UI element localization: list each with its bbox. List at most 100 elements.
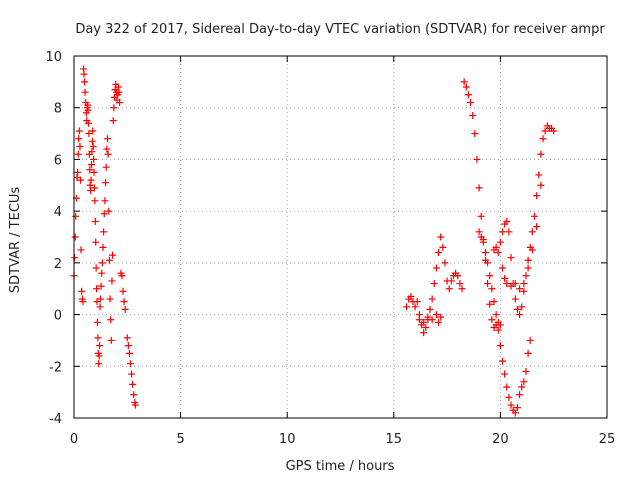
data-point bbox=[71, 254, 79, 262]
data-point bbox=[533, 223, 541, 231]
data-point bbox=[74, 150, 82, 158]
data-point bbox=[437, 313, 445, 321]
data-point bbox=[424, 313, 432, 321]
grid bbox=[74, 56, 607, 418]
data-point bbox=[535, 171, 543, 179]
data-point bbox=[91, 217, 99, 225]
data-point bbox=[103, 135, 111, 143]
data-point bbox=[511, 409, 519, 417]
data-point bbox=[86, 166, 94, 174]
data-point bbox=[499, 228, 507, 236]
x-axis-label: GPS time / hours bbox=[286, 459, 395, 474]
data-point bbox=[76, 143, 84, 150]
data-point bbox=[520, 280, 528, 288]
data-point bbox=[129, 380, 137, 388]
data-point bbox=[79, 298, 87, 306]
chart-title: Day 322 of 2017, Sidereal Day-to-day VTE… bbox=[75, 22, 605, 37]
data-point bbox=[84, 106, 92, 114]
data-point bbox=[81, 88, 89, 96]
data-point bbox=[494, 249, 502, 257]
data-point bbox=[428, 316, 436, 324]
y-tick-label: -2 bbox=[49, 360, 62, 375]
data-point bbox=[407, 292, 415, 300]
data-point bbox=[528, 228, 536, 236]
plot-frame bbox=[73, 55, 608, 419]
data-point bbox=[484, 259, 492, 267]
data-point bbox=[95, 352, 103, 360]
y-tick-label: 8 bbox=[54, 102, 62, 117]
data-point bbox=[105, 256, 113, 264]
data-point bbox=[103, 145, 111, 153]
data-point bbox=[496, 342, 504, 350]
data-point bbox=[88, 148, 96, 156]
data-point bbox=[94, 334, 102, 342]
data-point bbox=[84, 119, 92, 127]
data-point bbox=[85, 130, 93, 138]
data-point bbox=[75, 127, 83, 135]
data-point bbox=[120, 298, 128, 306]
data-point bbox=[102, 163, 110, 171]
data-point bbox=[501, 370, 509, 378]
data-point bbox=[526, 336, 534, 344]
y-tick-label: 6 bbox=[54, 153, 62, 168]
data-point bbox=[511, 295, 519, 303]
data-point bbox=[104, 150, 112, 158]
data-point bbox=[131, 401, 139, 409]
data-point bbox=[430, 280, 438, 288]
data-point bbox=[441, 259, 449, 267]
y-tick-label: 2 bbox=[54, 257, 62, 272]
data-point bbox=[503, 383, 511, 391]
data-point bbox=[77, 246, 85, 254]
data-point bbox=[499, 264, 507, 272]
data-point bbox=[522, 367, 530, 375]
data-point bbox=[93, 318, 101, 326]
data-point bbox=[458, 285, 466, 293]
data-point bbox=[520, 378, 528, 386]
data-point bbox=[454, 272, 462, 280]
data-point bbox=[96, 342, 104, 350]
data-point bbox=[107, 336, 115, 344]
data-point bbox=[101, 197, 109, 205]
y-tick-label: 4 bbox=[54, 205, 62, 220]
data-point bbox=[501, 274, 509, 282]
data-point bbox=[118, 272, 126, 280]
data-point bbox=[494, 326, 502, 334]
data-point bbox=[439, 243, 447, 251]
data-point bbox=[98, 269, 106, 277]
data-point bbox=[499, 357, 507, 365]
data-point bbox=[496, 238, 504, 246]
data-point bbox=[100, 210, 108, 218]
data-point bbox=[437, 233, 445, 241]
data-point bbox=[98, 259, 106, 267]
data-point bbox=[496, 321, 504, 329]
data-point bbox=[89, 143, 97, 150]
data-point bbox=[486, 300, 494, 308]
y-axis-label: SDTVAR / TECUs bbox=[8, 187, 23, 294]
data-point bbox=[528, 246, 536, 254]
axis-ticks: 0 5 10 15 20 25 -4 -2 0 2 4 6 8 10 bbox=[45, 50, 615, 447]
data-point bbox=[116, 99, 124, 107]
data-point bbox=[90, 155, 98, 163]
data-point bbox=[100, 228, 108, 236]
data-point bbox=[484, 280, 492, 288]
data-point bbox=[90, 184, 98, 192]
data-point bbox=[107, 316, 115, 324]
data-point bbox=[91, 197, 99, 205]
data-point bbox=[422, 324, 430, 331]
data-point bbox=[420, 329, 428, 337]
data-point bbox=[524, 264, 532, 272]
data-point bbox=[518, 383, 526, 391]
data-point bbox=[539, 135, 547, 143]
data-point bbox=[522, 272, 530, 280]
data-point bbox=[456, 280, 464, 288]
data-point bbox=[507, 254, 515, 262]
data-point bbox=[92, 238, 100, 246]
data-point bbox=[464, 91, 472, 99]
data-point bbox=[87, 186, 95, 194]
data-point bbox=[486, 272, 494, 280]
data-point bbox=[447, 277, 455, 285]
data-point bbox=[123, 334, 131, 342]
data-point bbox=[128, 370, 136, 378]
data-point bbox=[105, 207, 113, 215]
